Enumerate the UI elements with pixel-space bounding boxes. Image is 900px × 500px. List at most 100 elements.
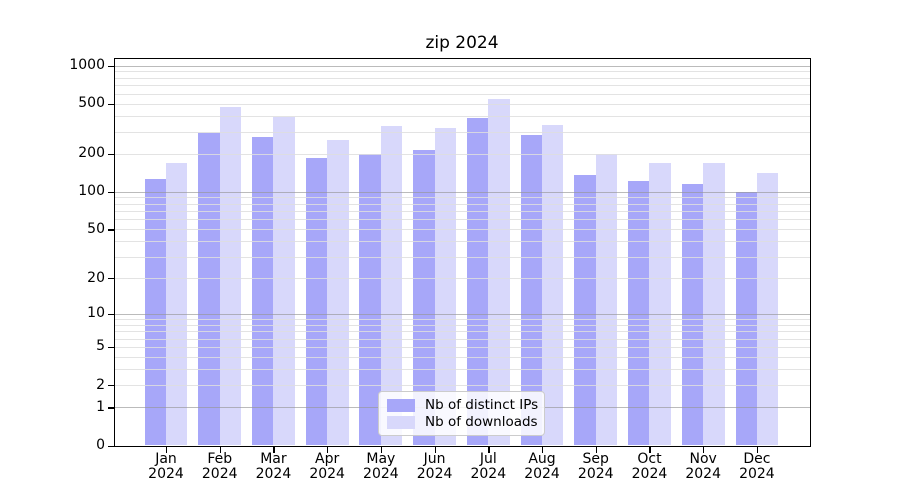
y-tickmark: [107, 191, 114, 194]
x-tick-label-month: May: [366, 451, 396, 467]
bar-downloads-4: [380, 126, 403, 446]
y-tick-label: 2: [96, 376, 105, 393]
gridline-minor: [113, 93, 811, 95]
x-tickmark: [488, 446, 490, 453]
bar-downloads-10: [703, 163, 725, 446]
x-tick-label-year: 2024: [416, 466, 453, 482]
x-tick-label-year: 2024: [631, 466, 668, 482]
y-tick-label: 100: [78, 183, 105, 200]
gridline-minor: [113, 153, 811, 155]
x-tickmark: [595, 446, 598, 453]
y-tick-label: 500: [78, 95, 105, 112]
x-tick-label-year: 2024: [363, 466, 399, 482]
x-tick-label-month: Feb: [207, 451, 233, 467]
gridline-major: [113, 65, 811, 67]
gridline-minor: [113, 103, 811, 105]
x-tickmark: [166, 446, 168, 453]
bar-distinct-ips-1: [198, 132, 220, 446]
x-tick-label-month: Jun: [423, 451, 446, 467]
legend-swatch-downloads-icon: [387, 416, 415, 429]
y-tick-label: 0: [96, 437, 105, 453]
gridline-minor: [113, 338, 811, 340]
y-tick-label: 20: [87, 269, 105, 286]
bar-distinct-ips-8: [574, 174, 596, 446]
gridline-minor: [113, 131, 811, 133]
gridline-minor: [113, 241, 811, 243]
gridline-minor: [113, 369, 811, 371]
y-tickmark: [107, 313, 114, 315]
bar-downloads-0: [166, 162, 188, 446]
x-tick-label-year: 2024: [309, 466, 345, 482]
y-tick-label: 5: [96, 338, 105, 355]
y-tickmark: [107, 346, 114, 349]
y-tick-label: 1000: [69, 57, 105, 74]
x-tick-label-year: 2024: [255, 466, 292, 482]
y-tickmark: [107, 103, 114, 105]
x-tickmark: [219, 446, 222, 453]
legend-label-downloads: Nb of downloads: [425, 414, 538, 430]
gridline-minor: [113, 357, 811, 358]
bar-distinct-ips-11: [735, 191, 757, 446]
legend-swatch-distinct-ips-icon: [387, 399, 415, 412]
x-tick-label-month: Nov: [689, 451, 717, 467]
gridline-minor: [113, 197, 811, 199]
gridline-minor: [113, 331, 811, 333]
gridline-minor: [113, 219, 811, 221]
x-tick-label-month: Apr: [315, 451, 340, 467]
gridline-minor: [113, 203, 811, 205]
gridline-minor: [113, 346, 811, 348]
x-tick-label-month: Sep: [582, 451, 609, 467]
x-tick-label-year: 2024: [201, 466, 238, 482]
y-tickmark: [107, 407, 114, 409]
x-tick-label-month: Oct: [637, 451, 662, 467]
gridline-major: [113, 191, 811, 193]
x-tick-label-year: 2024: [577, 466, 614, 482]
bar-downloads-2: [273, 117, 295, 446]
bar-distinct-ips-6: [466, 118, 489, 446]
legend-item-distinct-ips: Nb of distinct IPs: [387, 397, 539, 414]
bar-downloads-8: [595, 153, 618, 446]
gridline-major: [113, 313, 811, 315]
x-tick-label-month: Jan: [155, 451, 177, 467]
bar-downloads-6: [488, 98, 510, 446]
gridline-minor: [113, 229, 811, 231]
bar-downloads-3: [327, 140, 349, 446]
y-tickmark: [107, 229, 114, 231]
gridline-minor: [113, 256, 811, 258]
x-tick-label-year: 2024: [470, 466, 507, 482]
y-tick-label: 1: [96, 398, 105, 415]
x-tickmark: [756, 446, 759, 453]
bar-downloads-5: [434, 128, 456, 446]
y-tickmark: [107, 65, 114, 67]
bar-downloads-7: [542, 124, 564, 446]
x-tickmark: [649, 446, 651, 453]
x-tick-label-month: Mar: [260, 451, 287, 467]
x-tick-label-year: 2024: [148, 466, 184, 482]
gridline-minor: [113, 77, 811, 79]
y-tick-label: 50: [87, 220, 105, 237]
bar-distinct-ips-4: [359, 153, 381, 446]
x-tickmark: [327, 446, 329, 453]
x-tick-label-year: 2024: [685, 466, 721, 482]
y-tick-label: 10: [87, 305, 105, 322]
legend-label-distinct-ips: Nb of distinct IPs: [425, 397, 539, 413]
y-tickmark: [107, 153, 114, 156]
plot-frame: [113, 58, 811, 447]
x-tickmark: [542, 446, 544, 453]
x-tickmark: [380, 446, 383, 453]
gridline-minor: [113, 71, 811, 73]
y-tickmark: [107, 445, 114, 447]
bar-distinct-ips-7: [520, 135, 543, 446]
legend-item-downloads: Nb of downloads: [387, 414, 538, 431]
x-tickmark: [273, 446, 275, 453]
gridline-minor: [113, 324, 811, 326]
x-tickmark: [703, 446, 705, 453]
bar-distinct-ips-5: [413, 149, 435, 446]
x-tick-label-year: 2024: [739, 466, 775, 482]
gridline-minor: [113, 278, 811, 280]
x-tick-label-month: Jul: [479, 451, 497, 467]
gridline-minor: [113, 211, 811, 213]
gridline-minor: [113, 115, 811, 117]
x-tick-label-year: 2024: [524, 466, 560, 482]
